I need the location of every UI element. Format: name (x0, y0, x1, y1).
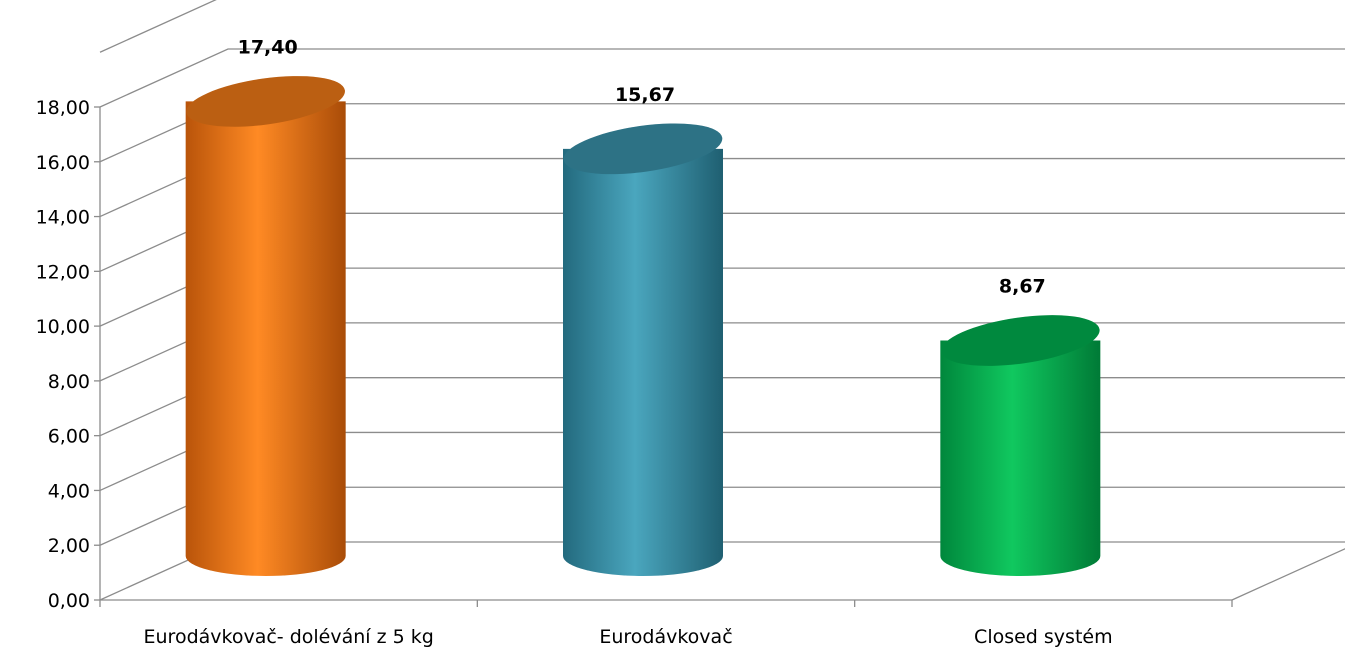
data-label: 8,67 (999, 276, 1046, 298)
y-tick-label: 8,00 (48, 371, 90, 393)
bar-top-cap (563, 123, 723, 175)
y-tick-label: 16,00 (36, 152, 90, 174)
bar-body (940, 340, 1101, 576)
gridline (99, 48, 1345, 108)
data-label: 15,67 (615, 84, 675, 106)
y-tick-label: 6,00 (48, 426, 90, 448)
data-label: 17,40 (238, 36, 298, 58)
x-category-label: Closed systém (974, 626, 1113, 648)
bar-top-cap (186, 76, 345, 127)
bar-body (185, 101, 346, 576)
y-tick-label: 4,00 (48, 480, 90, 502)
bar-top-shade (186, 76, 345, 127)
floor-edge (1231, 548, 1345, 601)
y-tick-label: 10,00 (36, 316, 90, 338)
bar-top-cap (941, 315, 1100, 366)
y-tick-label: 2,00 (48, 535, 90, 557)
y-tick-label: 0,00 (48, 590, 90, 612)
y-tick-label: 18,00 (36, 97, 90, 119)
gridline (99, 0, 217, 53)
bar (563, 123, 723, 577)
y-tick-label: 12,00 (36, 261, 90, 283)
x-category-label: Eurodávkovač (599, 626, 732, 648)
x-category-label: Eurodávkovač- dolévání z 5 kg (144, 626, 434, 648)
bar-top-shade (563, 123, 723, 175)
bar (940, 315, 1101, 576)
bar-top-shade (941, 315, 1100, 366)
bar-body (563, 148, 723, 577)
bar (185, 76, 346, 576)
y-tick-label: 14,00 (36, 207, 90, 229)
